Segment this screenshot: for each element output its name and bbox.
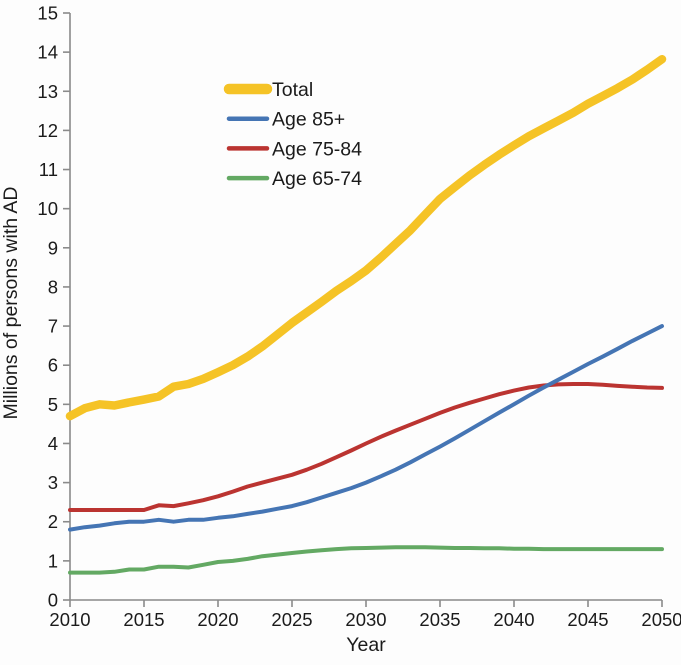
- y-tick-label: 1: [48, 550, 58, 571]
- x-axis-title: Year: [346, 634, 386, 656]
- x-tick-label: 2020: [197, 609, 238, 630]
- series-line-total: [65, 54, 667, 421]
- y-tick-label: 6: [48, 355, 58, 376]
- y-axis-title: Millions of persons with AD: [0, 186, 22, 419]
- y-tick-label: 8: [48, 276, 58, 297]
- legend-item-age-75-84: Age 75-84: [226, 138, 362, 160]
- legend-label-age-85-: Age 85+: [272, 109, 345, 131]
- series-line-age-85-: [68, 324, 664, 532]
- y-tick-label: 0: [48, 590, 58, 611]
- x-tick-label: 2035: [419, 609, 460, 630]
- y-tick-label: 3: [48, 472, 58, 493]
- x-tick-label: 2030: [345, 609, 386, 630]
- series-line-age-65-74: [68, 545, 664, 575]
- x-tick-label: 2010: [49, 609, 90, 630]
- x-tick-label: 2025: [271, 609, 312, 630]
- series-lines: [65, 54, 667, 575]
- y-tick-label: 5: [48, 394, 58, 415]
- legend-item-age-65-74: Age 65-74: [226, 168, 362, 190]
- legend-label-age-75-84: Age 75-84: [272, 138, 362, 160]
- x-tick-label: 2045: [567, 609, 608, 630]
- y-tick-label: 15: [37, 3, 58, 24]
- y-tick-label: 2: [48, 511, 58, 532]
- legend-item-total: Total: [223, 79, 313, 101]
- x-tick-label: 2015: [123, 609, 164, 630]
- y-tick-label: 14: [37, 42, 58, 63]
- legend-item-age-85-: Age 85+: [226, 109, 345, 131]
- legend: Total Age 85+ Age 75-84 Age 65-74: [223, 79, 362, 190]
- axes: [69, 13, 662, 601]
- y-tick-label: 10: [37, 198, 58, 219]
- y-tick-label: 4: [48, 433, 58, 454]
- y-tick-label: 7: [48, 316, 58, 337]
- y-tick-label: 13: [37, 81, 58, 102]
- x-tick-label: 2040: [493, 609, 534, 630]
- x-tick-label: 2050: [641, 609, 681, 630]
- y-tick-label: 9: [48, 237, 58, 258]
- legend-label-total: Total: [272, 79, 313, 101]
- series-line-age-75-84: [68, 382, 664, 512]
- y-tick-label: 11: [39, 159, 58, 180]
- y-tick-label: 12: [37, 120, 58, 141]
- legend-label-age-65-74: Age 65-74: [272, 168, 362, 190]
